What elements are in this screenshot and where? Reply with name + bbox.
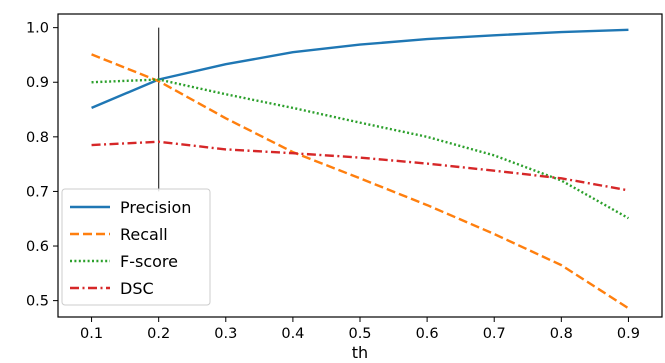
y-tick-label: 1.0 xyxy=(26,21,49,37)
y-tick-label: 0.7 xyxy=(26,184,49,200)
legend-label-recall: Recall xyxy=(120,225,168,244)
x-axis-title: th xyxy=(352,343,368,362)
series-line-recall xyxy=(91,53,630,310)
x-tick-label: 0.1 xyxy=(80,326,103,342)
y-tick-label: 0.6 xyxy=(26,239,49,255)
legend-label-dsc: DSC xyxy=(120,279,154,298)
x-tick-label: 0.4 xyxy=(281,326,304,342)
axes-group: 0.1 0.2 0.3 0.4 0.5 0.6 0.7 0.8 0.9 0.5 0.6 0.7 0.8 0… xyxy=(26,21,640,342)
x-tick-label: 0.8 xyxy=(550,326,573,342)
series-line-precision xyxy=(91,28,629,110)
x-tick-label: 0.9 xyxy=(617,326,640,342)
legend-label-precision: Precision xyxy=(120,198,191,217)
x-tick-label: 0.2 xyxy=(147,326,170,342)
y-tick-label: 0.9 xyxy=(26,75,49,91)
x-tick-label: 0.6 xyxy=(416,326,439,342)
y-tick-label: 0.5 xyxy=(26,294,49,310)
series-group xyxy=(91,28,630,310)
legend-box xyxy=(61,188,211,306)
legend-label-f-score: F-score xyxy=(120,252,178,271)
legend: Precision Recall F-score DSC xyxy=(61,188,211,306)
y-tick-label: 0.8 xyxy=(26,130,49,146)
series-line-f-score xyxy=(91,78,630,220)
x-tick-label: 0.7 xyxy=(483,326,506,342)
x-tick-label: 0.3 xyxy=(214,326,237,342)
x-tick-label: 0.5 xyxy=(348,326,371,342)
